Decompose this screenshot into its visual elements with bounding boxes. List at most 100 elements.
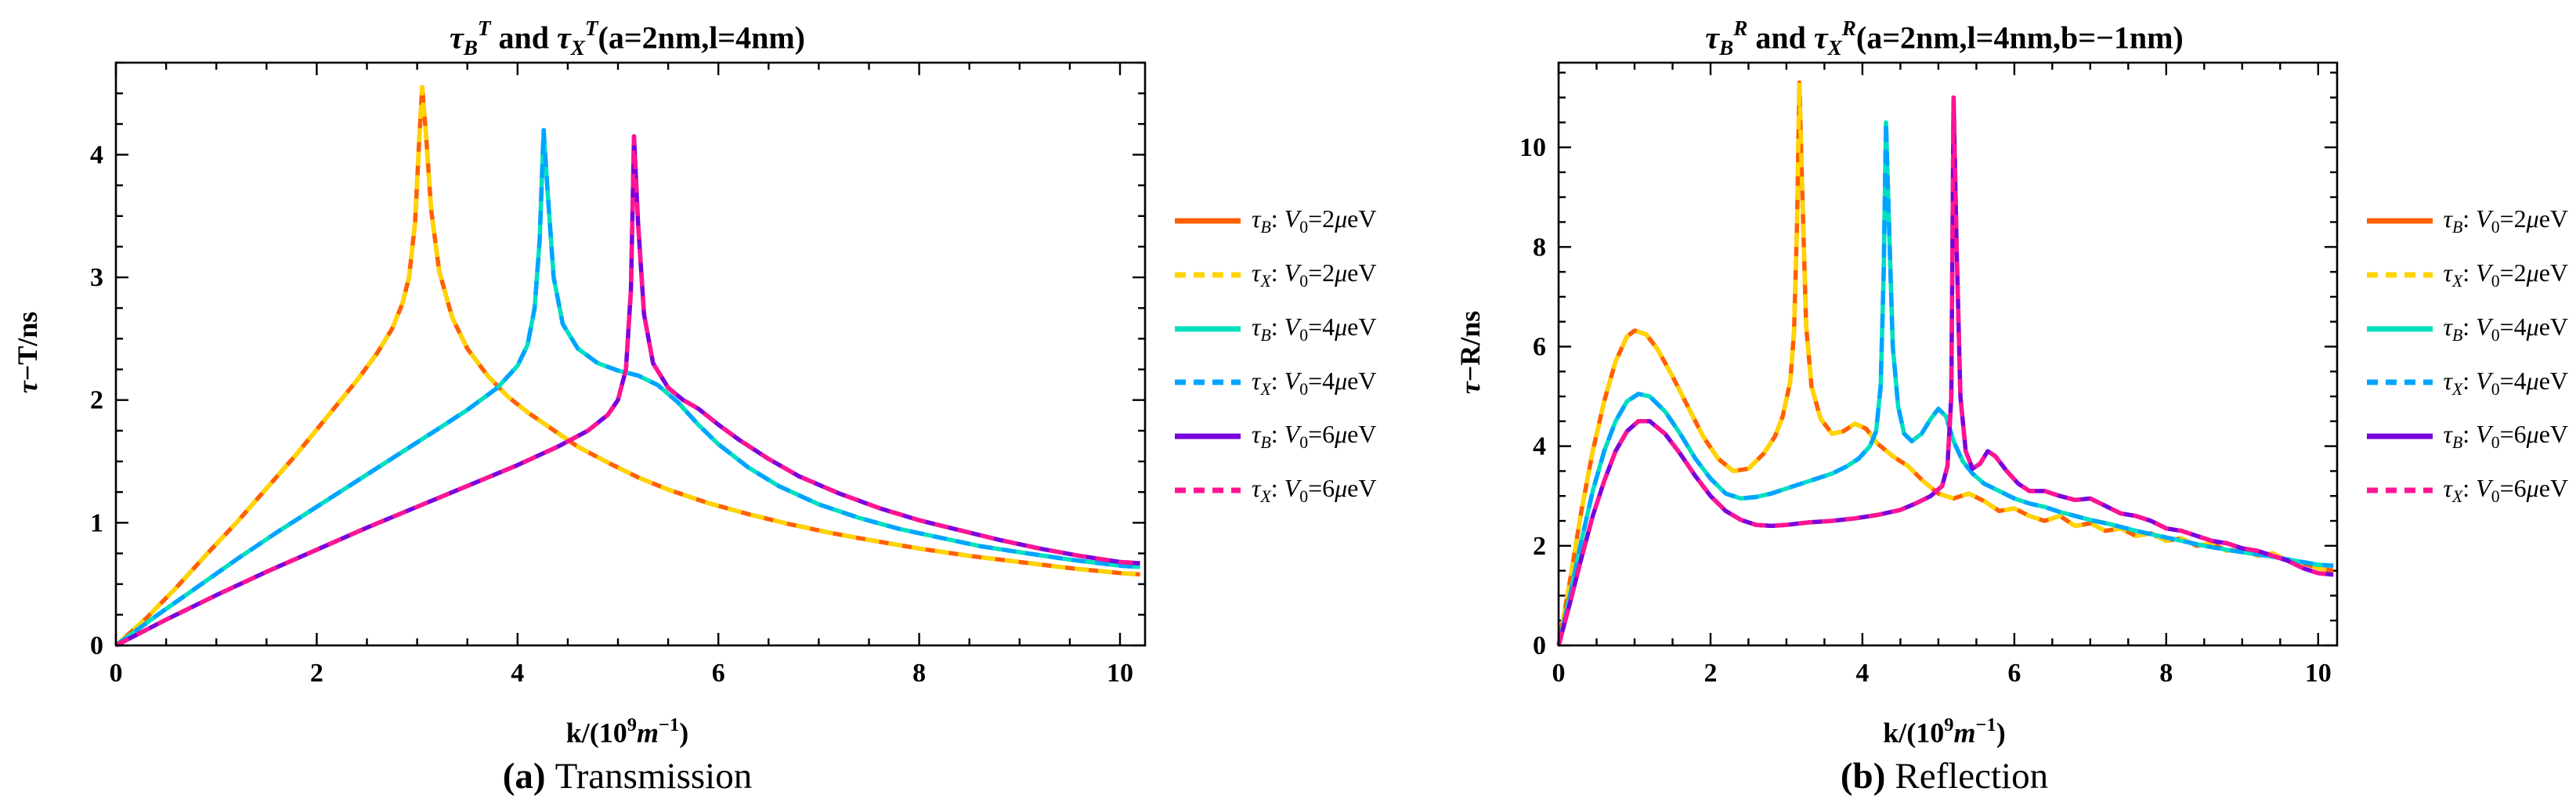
reflection-chart: 0 2 4 6 8 10 0 2 4 6 8 10 — [1519, 61, 2338, 688]
svg-text:4: 4 — [90, 141, 103, 170]
legend-line-swatch — [2366, 218, 2433, 224]
legend-line-swatch — [2366, 487, 2433, 493]
legend-item: τX: V0=6μeV — [2366, 474, 2568, 507]
legend-item: τB: V0=4μeV — [1175, 313, 1376, 345]
legend-line-swatch — [1175, 218, 1241, 224]
svg-text:10: 10 — [2304, 659, 2331, 688]
transmission-title: τBT and τXT(a=2nm,l=4nm) — [449, 16, 805, 60]
legend-label: τB: V0=6μeV — [2443, 420, 2568, 453]
legend-line-swatch — [1175, 487, 1241, 493]
caption-b-label: (b) — [1840, 756, 1886, 797]
svg-text:6: 6 — [2007, 659, 2021, 688]
svg-text:2: 2 — [310, 659, 323, 688]
legend-item: τB: V0=2μeV — [1175, 204, 1376, 237]
legend-label: τX: V0=2μeV — [2443, 258, 2568, 291]
legend-item: τX: V0=6μeV — [1175, 474, 1376, 507]
curve-dashed — [114, 134, 1140, 648]
legend-label: τB: V0=4μeV — [1252, 312, 1377, 345]
svg-text:0: 0 — [90, 631, 103, 660]
plot-frame — [1557, 61, 2338, 647]
curve-dashed — [1555, 95, 2333, 646]
legend-item: τB: V0=6μeV — [2366, 420, 2568, 453]
ticks — [1557, 63, 2337, 647]
legend-label: τX: V0=6μeV — [1252, 474, 1377, 507]
legend-line-swatch — [1175, 326, 1241, 332]
legend-label: τB: V0=4μeV — [2443, 312, 2568, 345]
svg-text:2: 2 — [1533, 532, 1546, 561]
curve-dashed — [114, 128, 1140, 648]
legend-label: τX: V0=6μeV — [2443, 474, 2568, 507]
svg-text:8: 8 — [912, 659, 926, 688]
svg-text:4: 4 — [511, 659, 524, 688]
legend-line-swatch — [2366, 326, 2433, 332]
legend-item: τX: V0=4μeV — [2366, 366, 2568, 399]
legend-label: τX: V0=4μeV — [2443, 366, 2568, 399]
reflection-title: τBR and τXR(a=2nm,l=4nm,b=−1nm) — [1705, 16, 2184, 60]
svg-text:4: 4 — [1533, 432, 1546, 461]
svg-text:1: 1 — [90, 508, 103, 537]
reflection-panel: τBR and τXR(a=2nm,l=4nm,b=−1nm) τ−R/ns 0… — [1449, 6, 2568, 797]
legend-item: τX: V0=4μeV — [1175, 367, 1376, 399]
plot-frame — [114, 61, 1147, 647]
svg-text:8: 8 — [1533, 233, 1546, 262]
legend-item: τB: V0=4μeV — [2366, 312, 2568, 345]
caption-a-label: (a) — [502, 756, 546, 797]
tick-labels: 0 2 4 6 8 10 0 2 4 6 8 10 — [1519, 133, 2332, 688]
legend-line-swatch — [1175, 379, 1241, 385]
svg-text:2: 2 — [90, 386, 103, 415]
legend-item: τB: V0=2μeV — [2366, 204, 2568, 237]
curves — [114, 85, 1140, 648]
reflection-ylabel-wrap: τ−R/ns — [1449, 50, 1491, 708]
curve-solid — [1555, 80, 2334, 646]
reflection-plot-row: τ−R/ns 0 2 4 6 8 10 0 2 4 6 8 10 — [1449, 50, 2353, 708]
reflection-plot-column: τBR and τXR(a=2nm,l=4nm,b=−1nm) τ−R/ns 0… — [1449, 6, 2353, 797]
svg-text:2: 2 — [1703, 659, 1717, 688]
svg-text:10: 10 — [1107, 659, 1133, 688]
svg-text:0: 0 — [1533, 631, 1546, 660]
legend-label: τB: V0=2μeV — [1252, 204, 1377, 237]
legend-item: τX: V0=2μeV — [2366, 258, 2568, 291]
svg-text:0: 0 — [1552, 659, 1565, 688]
transmission-panel: τBT and τXT(a=2nm,l=4nm) τ−T/ns 0 2 4 6 8 10 0… — [6, 6, 1376, 797]
caption-b-text: Reflection — [1895, 756, 2049, 797]
svg-text:0: 0 — [110, 659, 123, 688]
curves — [1555, 80, 2334, 646]
legend-label: τX: V0=2μeV — [1252, 258, 1377, 291]
svg-text:3: 3 — [90, 263, 103, 292]
curve-solid — [1555, 95, 2333, 646]
reflection-caption: (b) Reflection — [1449, 755, 2353, 797]
curve-dashed — [114, 85, 1140, 648]
legend-line-swatch — [1175, 433, 1241, 439]
caption-a-text: Transmission — [555, 756, 753, 797]
legend-line-swatch — [2366, 433, 2433, 439]
tick-labels: 0 2 4 6 8 10 0 1 2 3 4 — [90, 141, 1133, 689]
legend-line-swatch — [2366, 379, 2433, 385]
svg-text:8: 8 — [2159, 659, 2173, 688]
transmission-y-axis-label: τ−T/ns — [12, 312, 43, 394]
svg-text:6: 6 — [1533, 333, 1546, 362]
curve-dashed — [1555, 120, 2333, 646]
transmission-caption: (a) Transmission — [6, 755, 1161, 797]
legend-line-swatch — [1175, 272, 1241, 278]
reflection-y-axis-label: τ−R/ns — [1454, 311, 1486, 395]
legend-item: τX: V0=2μeV — [1175, 258, 1376, 291]
svg-text:10: 10 — [1519, 133, 1546, 162]
curve-dashed — [1555, 80, 2334, 646]
legend-line-swatch — [2366, 272, 2433, 278]
legend-label: τX: V0=4μeV — [1252, 366, 1377, 399]
transmission-plot-column: τBT and τXT(a=2nm,l=4nm) τ−T/ns 0 2 4 6 8 10 0… — [6, 6, 1161, 797]
transmission-legend: τB: V0=2μeV τX: V0=2μeV τB: V0=4μeV τX: V0=… — [1161, 6, 1376, 705]
reflection-x-axis-label: k/(109m−1) — [1883, 714, 2006, 749]
transmission-chart: 0 2 4 6 8 10 0 1 2 3 4 — [90, 61, 1147, 689]
ticks — [114, 61, 1145, 647]
transmission-x-axis-label: k/(109m−1) — [565, 714, 689, 749]
transmission-ylabel-wrap: τ−T/ns — [6, 50, 49, 708]
transmission-plot-row: τ−T/ns 0 2 4 6 8 10 0 1 2 3 4 — [6, 50, 1161, 708]
legend-label: τB: V0=6μeV — [1252, 420, 1377, 453]
legend-label: τB: V0=2μeV — [2443, 204, 2568, 237]
legend-item: τB: V0=6μeV — [1175, 420, 1376, 453]
svg-text:6: 6 — [712, 659, 725, 688]
reflection-legend: τB: V0=2μeV τX: V0=2μeV τB: V0=4μeV τX: V0=… — [2353, 6, 2568, 705]
svg-text:4: 4 — [1855, 659, 1869, 688]
